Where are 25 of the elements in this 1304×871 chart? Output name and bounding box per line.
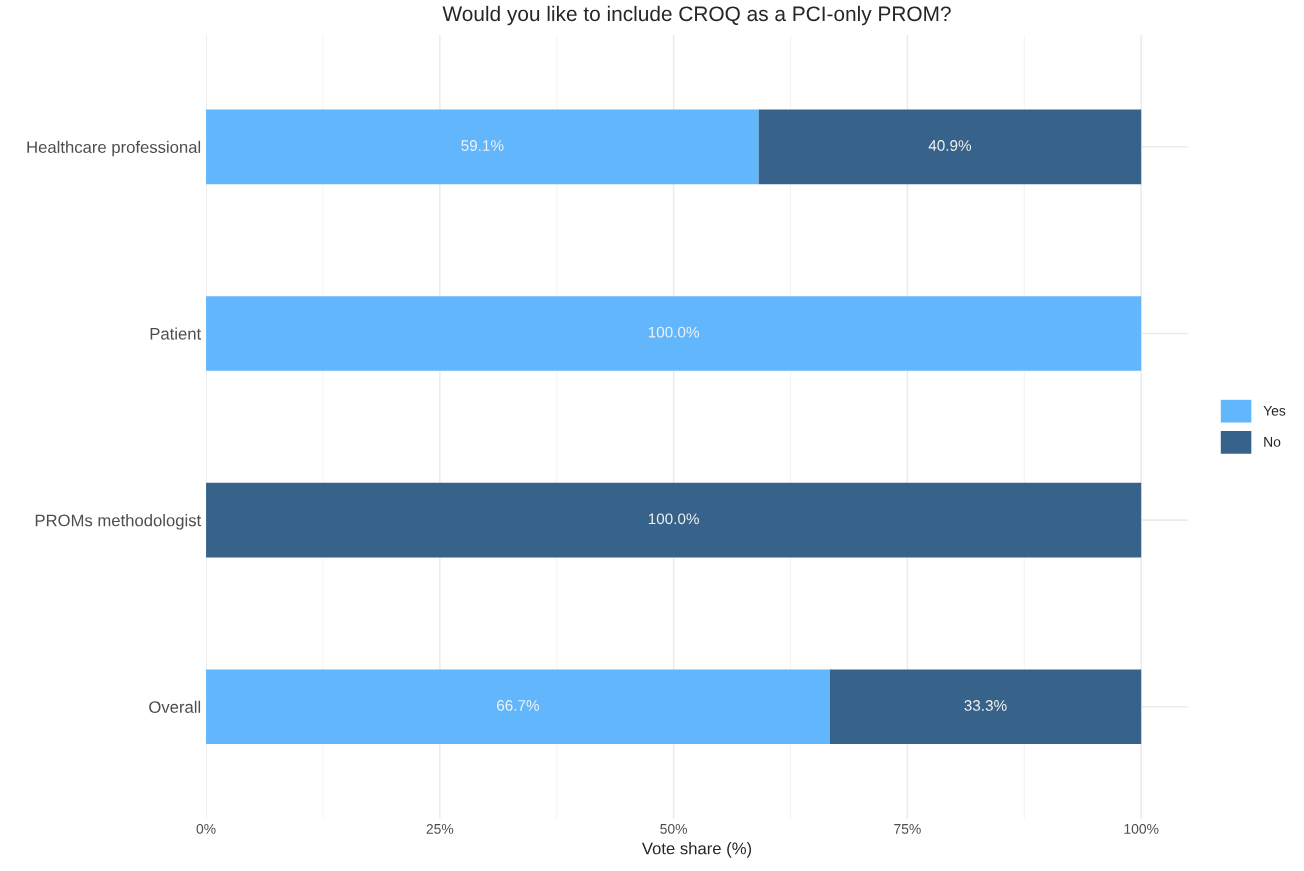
data-label: 66.7% — [497, 700, 540, 711]
bar — [206, 482, 1142, 558]
x-tick-label: 50% — [660, 823, 688, 834]
bar — [758, 109, 1142, 185]
bar — [829, 669, 1142, 745]
x-tick-label: 25% — [426, 823, 454, 834]
data-label: 100.0% — [648, 326, 699, 338]
y-tick-label: Healthcare professional — [27, 140, 201, 157]
x-axis-title: Vote share (%) — [641, 842, 752, 858]
chart-title: Would you like to include CROQ as a PCI-only PROM? — [442, 5, 951, 26]
x-tick-label: 0% — [196, 823, 216, 834]
legend-label: No — [1264, 437, 1281, 447]
bar — [206, 109, 759, 185]
bar — [206, 296, 1142, 371]
data-label: 40.9% — [928, 140, 972, 151]
data-label: 33.3% — [964, 700, 1007, 711]
x-tick-label: 75% — [894, 824, 921, 834]
bar — [206, 669, 830, 745]
y-tick-label: PROMs methodologist — [35, 514, 202, 530]
y-tick-label: Patient — [150, 327, 202, 340]
legend-label: Yes — [1263, 405, 1286, 416]
y-tick-label: Overall — [149, 700, 201, 713]
x-tick-label: 100% — [1124, 823, 1159, 834]
data-label: 59.1% — [461, 140, 504, 151]
data-label: 100.0% — [648, 513, 699, 525]
